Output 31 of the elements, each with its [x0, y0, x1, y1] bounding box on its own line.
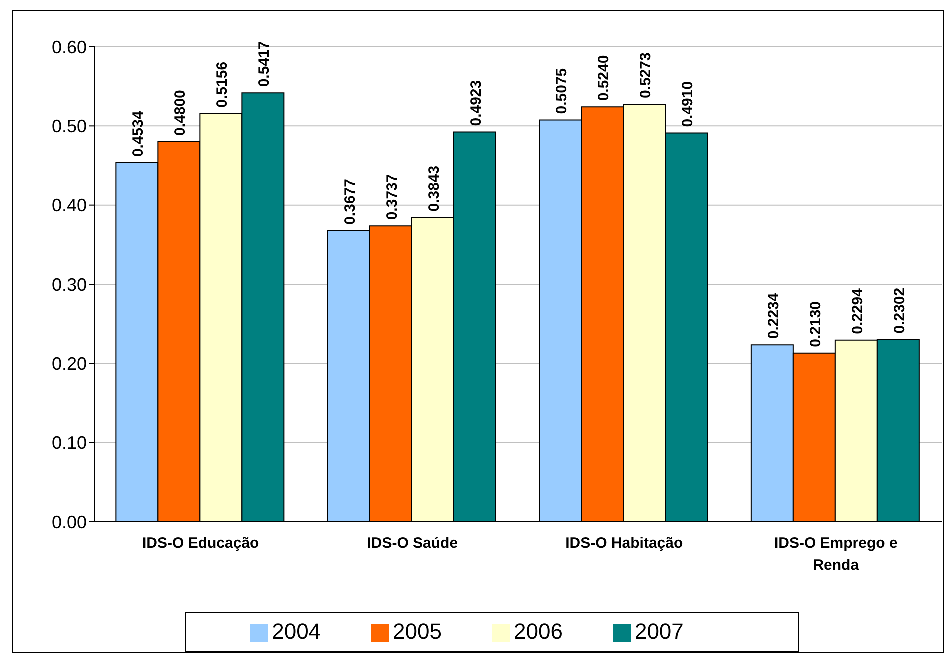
data-label: 0.2130 — [807, 301, 824, 348]
data-label: 0.4910 — [680, 81, 697, 128]
x-tick-label: IDS-O Emprego e Renda — [774, 535, 898, 574]
data-label: 0.5075 — [554, 68, 571, 114]
data-label: 0.2294 — [849, 288, 866, 334]
x-tick-label: IDS-O Habitação — [566, 535, 684, 552]
y-tick-label: 0.00 — [52, 512, 87, 532]
data-label: 0.5417 — [256, 41, 274, 88]
legend-label: 2005 — [393, 619, 442, 644]
y-tick-label: 0.20 — [52, 354, 87, 374]
data-label: 0.3843 — [426, 166, 443, 212]
data-label: 0.5273 — [638, 52, 655, 99]
y-tick-label: 0.40 — [52, 196, 87, 216]
y-tick-label: 0.30 — [52, 274, 87, 295]
legend-label: 2004 — [272, 619, 322, 644]
data-label: 0.3677 — [342, 179, 359, 225]
data-label: 0.2302 — [891, 288, 908, 334]
data-label: 0.5240 — [596, 55, 613, 102]
legend-label: 2006 — [514, 619, 563, 644]
data-label: 0.4534 — [130, 110, 148, 158]
data-label: 0.2234 — [765, 292, 782, 340]
data-label: 0.3737 — [384, 174, 401, 220]
x-tick-label: IDS-O Saúde — [367, 535, 458, 552]
data-label: 0.5156 — [214, 62, 232, 108]
y-tick-label: 0.60 — [52, 37, 87, 58]
data-label: 0.4923 — [468, 80, 485, 126]
y-tick-label: 0.10 — [52, 433, 87, 454]
x-tick-label: IDS-O Educação — [142, 535, 260, 552]
data-label: 0.4800 — [172, 90, 190, 136]
y-tick-label: 0.50 — [52, 116, 87, 137]
legend-label: 2007 — [634, 619, 684, 644]
